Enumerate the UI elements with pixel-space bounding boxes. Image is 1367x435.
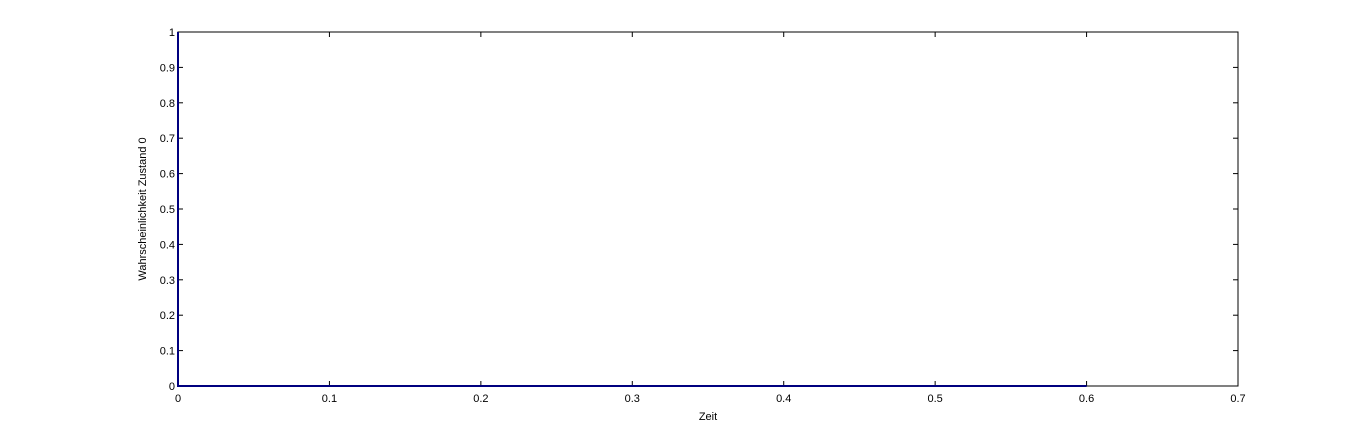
x-tick-label: 0.2 xyxy=(473,393,488,405)
y-tick-label: 0.2 xyxy=(160,310,175,322)
x-axis-label: Zeit xyxy=(699,411,717,423)
y-tick-label: 0 xyxy=(169,381,175,393)
x-tick-label: 0.7 xyxy=(1230,393,1245,405)
y-tick-label: 0.4 xyxy=(160,239,175,251)
y-tick-label: 0.3 xyxy=(160,275,175,287)
x-axis-ticks: 0 0.1 0.2 0.3 0.4 0.5 0.6 0.7 xyxy=(175,32,1246,405)
y-tick-label: 0.8 xyxy=(160,98,175,110)
series-layer xyxy=(177,32,1087,387)
x-tick-label: 0.1 xyxy=(322,393,337,405)
x-tick-label: 0.3 xyxy=(625,393,640,405)
y-tick-label: 0.7 xyxy=(160,133,175,145)
x-tick-label: 0.4 xyxy=(776,393,791,405)
y-tick-label: 0.1 xyxy=(160,346,175,358)
plot-area xyxy=(177,31,1239,387)
y-tick-label: 1 xyxy=(169,27,175,39)
y-tick-label: 0.9 xyxy=(160,62,175,74)
x-tick-label: 0 xyxy=(175,393,181,405)
y-axis-ticks: 0 0.1 0.2 0.3 0.4 0.5 0.6 0.7 0.8 0.9 1 xyxy=(160,27,1238,393)
series-line xyxy=(177,32,1087,387)
x-tick-label: 0.5 xyxy=(927,393,942,405)
x-tick-label: 0.6 xyxy=(1079,393,1094,405)
y-axis-label: Wahrscheinlichkeit Zustand 0 xyxy=(137,137,149,280)
y-tick-label: 0.5 xyxy=(160,204,175,216)
y-tick-label: 0.6 xyxy=(160,169,175,181)
